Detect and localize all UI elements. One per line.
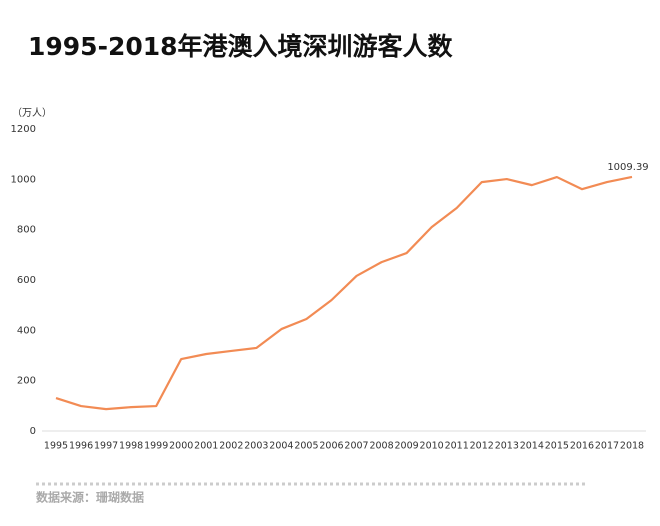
y-tick-label: 1200 — [11, 124, 36, 135]
x-tick-label: 1996 — [69, 441, 93, 452]
x-tick-label: 1999 — [144, 441, 168, 452]
x-tick-label: 2011 — [445, 441, 469, 452]
source: 数据来源：珊瑚数据 — [36, 490, 144, 505]
x-tick-label: 2010 — [420, 441, 444, 452]
chart-title: 1995-2018年港澳入境深圳游客人数 — [28, 32, 454, 61]
x-tick-label: 2014 — [520, 441, 544, 452]
x-tick-label: 2005 — [294, 441, 318, 452]
x-tick-label: 2008 — [369, 441, 393, 452]
x-tick-label: 2004 — [269, 441, 293, 452]
y-tick-label: 800 — [17, 225, 36, 236]
y-tick-label: 0 — [30, 426, 36, 437]
x-tick-label: 2018 — [620, 441, 644, 452]
y-unit: （万人） — [12, 107, 52, 119]
x-tick-label: 2012 — [470, 441, 494, 452]
x-tick-label: 2003 — [244, 441, 268, 452]
y-tick-label: 600 — [17, 275, 36, 286]
x-tick-label: 1995 — [44, 441, 68, 452]
x-tick-label: 1998 — [119, 441, 143, 452]
x-tick-label: 2006 — [319, 441, 343, 452]
y-tick-label: 200 — [17, 376, 36, 387]
data-line — [55, 175, 633, 411]
y-tick-label: 400 — [17, 325, 36, 336]
x-tick-label: 2002 — [219, 441, 243, 452]
x-tick-label: 1997 — [94, 441, 118, 452]
x-tick-label: 2016 — [570, 441, 594, 452]
x-tick-label: 2000 — [169, 441, 193, 452]
value-label: 1009.39 — [607, 162, 648, 173]
y-tick-label: 1000 — [11, 174, 36, 185]
x-tick-label: 2001 — [194, 441, 218, 452]
x-tick-label: 2009 — [395, 441, 419, 452]
x-tick-label: 2017 — [595, 441, 619, 452]
x-tick-label: 2015 — [545, 441, 569, 452]
x-tick-label: 2013 — [495, 441, 519, 452]
x-tick-label: 2007 — [344, 441, 368, 452]
